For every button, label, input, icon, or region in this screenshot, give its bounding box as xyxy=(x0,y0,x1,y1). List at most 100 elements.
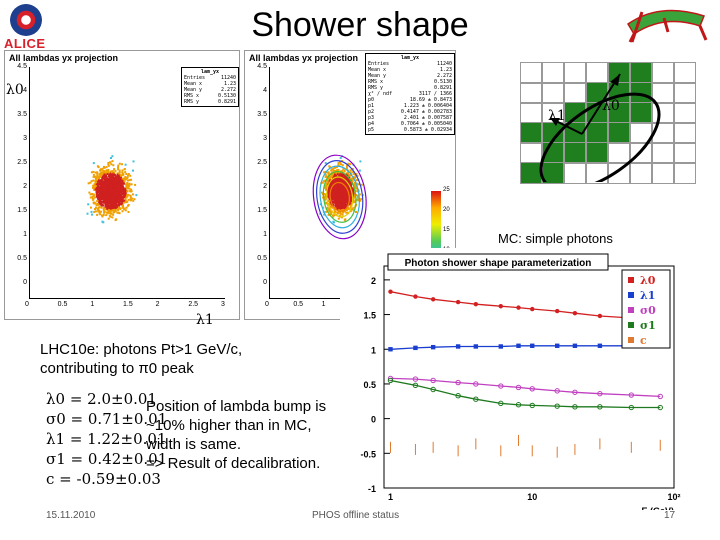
alice-logo-text: ALICE xyxy=(4,36,46,51)
heatmap-cell xyxy=(121,200,124,203)
heatmap-cell xyxy=(122,206,125,208)
y-tick-label: 3.5 xyxy=(17,111,27,118)
heatmap-cell xyxy=(345,199,348,202)
x-tick-label: 2 xyxy=(155,301,160,308)
stats-row: p2 0.4147 ± 0.002783 xyxy=(368,109,452,115)
heatmap-cell xyxy=(118,185,121,188)
heatmap-cell xyxy=(89,181,92,184)
heatmap-cell xyxy=(337,189,340,192)
y-tick-label: 1.5 xyxy=(17,207,27,214)
heatmap-cell xyxy=(116,172,119,175)
heatmap-cell xyxy=(110,200,113,203)
heatmap-cell xyxy=(350,204,353,207)
heatmap-cell xyxy=(119,177,122,180)
fit-contour xyxy=(322,170,357,223)
heatmap-cell xyxy=(118,200,121,202)
heatmap-cell xyxy=(91,196,94,199)
heatmap-cell xyxy=(87,182,90,185)
grid-cell xyxy=(520,122,542,144)
heatmap-cell xyxy=(349,200,352,203)
heatmap-cell xyxy=(104,188,106,191)
lhc-text-line1: LHC10e: photons Pt>1 GeV/c, xyxy=(40,341,243,358)
heatmap-cell xyxy=(125,183,128,186)
heatmap-cell xyxy=(92,198,95,201)
heatmap-cell xyxy=(103,181,106,184)
mc-label: MC: simple photons xyxy=(498,231,613,246)
heatmap-cell xyxy=(105,170,108,173)
heatmap-cell xyxy=(329,182,332,185)
data-point xyxy=(554,403,560,409)
heatmap-cell xyxy=(345,183,348,186)
heatmap-cell xyxy=(346,191,349,194)
heatmap-cell xyxy=(114,179,117,182)
data-point xyxy=(628,392,635,398)
heatmap-cell xyxy=(94,180,97,183)
heatmap-cell xyxy=(117,206,120,209)
grid-cell xyxy=(652,162,674,184)
y-tick-label: 0 xyxy=(371,415,376,425)
heatmap-cell xyxy=(108,193,111,196)
heatmap-cell xyxy=(107,181,110,184)
heatmap-cell xyxy=(345,209,348,212)
fit-contour xyxy=(332,187,347,207)
heatmap-cell xyxy=(112,173,115,176)
heatmap-cell xyxy=(356,198,359,201)
heatmap-cell xyxy=(347,200,350,202)
heatmap-cell xyxy=(351,207,354,210)
heatmap-cell xyxy=(333,221,335,224)
heatmap-cell xyxy=(322,180,325,183)
heatmap-cell xyxy=(112,200,114,203)
heatmap-cell xyxy=(119,198,122,200)
heatmap-cell xyxy=(110,157,112,159)
heatmap-cell xyxy=(130,190,133,193)
heatmap-cell xyxy=(340,185,343,188)
heatmap-cell xyxy=(117,197,120,200)
heatmap-cell xyxy=(100,168,103,171)
y-tick-label: 0 xyxy=(23,279,27,286)
heatmap-cell xyxy=(354,176,357,179)
heatmap-cell xyxy=(342,198,345,201)
heatmap-cell xyxy=(104,184,107,187)
heatmap-cell xyxy=(326,177,329,180)
heatmap-cell xyxy=(336,198,339,201)
grid-cell xyxy=(520,82,542,104)
heatmap-cell xyxy=(326,206,329,209)
heatmap-cell xyxy=(356,194,359,197)
heatmap-cell xyxy=(332,167,335,170)
stats-key: Entries xyxy=(368,61,390,67)
heatmap-cell xyxy=(338,186,341,189)
y-tick-label: 0.5 xyxy=(363,380,376,390)
heatmap-cell xyxy=(105,199,108,202)
heatmap-cell xyxy=(331,206,334,209)
heatmap-cell xyxy=(348,174,351,177)
y-tick-label: 1 xyxy=(263,231,267,238)
chart-title-box xyxy=(387,253,609,271)
grid-cell xyxy=(542,62,564,84)
heatmap-cell xyxy=(323,213,326,216)
heatmap-cell xyxy=(118,186,121,189)
heatmap-cell xyxy=(92,170,95,173)
heatmap-cell xyxy=(114,189,116,192)
heatmap-cell xyxy=(331,214,334,217)
heatmap-cell xyxy=(112,184,115,187)
heatmap-cell xyxy=(356,190,359,193)
heatmap-cell xyxy=(337,197,340,200)
data-point xyxy=(572,404,578,410)
heatmap-cell xyxy=(325,210,328,213)
heatmap-cell xyxy=(117,168,120,171)
heatmap-cell xyxy=(353,196,356,199)
heatmap-cell xyxy=(123,192,126,194)
heatmap-cell xyxy=(330,199,333,202)
heatmap-cell xyxy=(107,164,110,167)
heatmap-cell xyxy=(118,212,121,215)
heatmap-cell xyxy=(86,212,89,215)
heatmap-cell xyxy=(116,182,119,185)
heatmap-cell xyxy=(104,172,107,175)
heatmap-cell xyxy=(114,181,117,184)
stats-row: p3 2.401 ± 0.007587 xyxy=(368,115,452,121)
heatmap-cell xyxy=(351,192,354,194)
heatmap-cell xyxy=(111,173,114,176)
heatmap-cell xyxy=(109,181,112,184)
heatmap-cell xyxy=(341,200,344,203)
heatmap-cell xyxy=(95,188,98,191)
